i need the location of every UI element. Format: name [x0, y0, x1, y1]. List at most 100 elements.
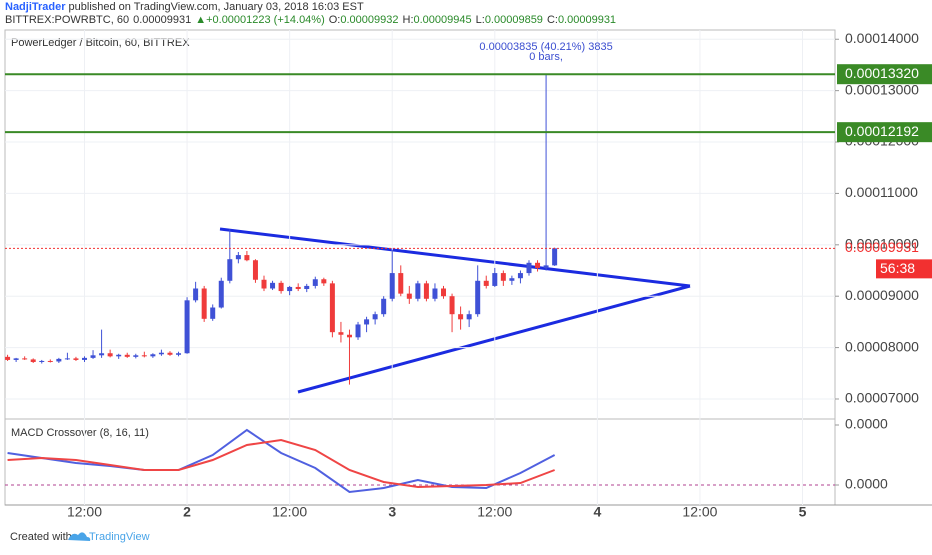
candle-body: [244, 255, 250, 261]
ohlc-value: 0.00009931: [558, 14, 616, 26]
ohlc-value: 0.00009932: [340, 14, 398, 26]
candle-body: [5, 356, 11, 360]
candle-body: [329, 283, 335, 333]
candle-body: [201, 288, 207, 319]
candle-body: [509, 278, 515, 281]
measure-label: 0 bars,: [529, 51, 563, 63]
candle-body: [150, 354, 156, 357]
candle-body: [526, 262, 532, 274]
ohlc-value: 0.00009859: [485, 14, 543, 26]
candle-body: [458, 314, 464, 320]
candle-body: [441, 288, 447, 297]
logo: [68, 532, 91, 541]
candle-body: [56, 358, 62, 362]
candle-body: [517, 273, 523, 279]
level-label: 0.00012192: [845, 123, 919, 139]
y-tick-label: 0.0000: [845, 476, 888, 492]
candle-body: [278, 282, 284, 292]
candle-body: [543, 265, 549, 268]
trendline: [219, 227, 691, 288]
candle-body: [270, 282, 276, 289]
header-line-2: BITTREX:POWRBTC, 60 0.00009931 ▲+0.0000122…: [5, 14, 616, 26]
candle-body: [116, 354, 122, 357]
candle-body: [73, 358, 79, 360]
level-label: 0.00013320: [845, 65, 919, 81]
candle-body: [184, 300, 190, 354]
candle-body: [235, 255, 241, 260]
candle-body: [167, 352, 173, 355]
candle-body: [90, 355, 96, 358]
candle-body: [210, 307, 216, 319]
y-tick-label: 0.00014000: [845, 30, 919, 46]
x-tick-label: 4: [593, 504, 601, 520]
ohlc-label: H:: [403, 14, 414, 26]
x-tick-label: 5: [799, 504, 807, 520]
candle-body: [227, 259, 233, 281]
candle-body: [81, 357, 87, 360]
candle-body: [483, 280, 489, 286]
candle-body: [492, 273, 498, 286]
level-label-box: [837, 122, 932, 143]
author: NadjiTrader: [5, 1, 66, 13]
candle-body: [475, 280, 481, 315]
candle-body: [535, 262, 541, 268]
x-tick-label: 3: [388, 504, 396, 520]
level-label-box: [837, 64, 932, 85]
candle-body: [381, 298, 387, 315]
candle-body: [500, 273, 506, 281]
candle-body: [295, 286, 301, 290]
x-tick-label: 2: [183, 504, 191, 520]
macd-line: [7, 428, 556, 494]
candle-body: [39, 360, 45, 362]
change: ▲+0.00001223 (+14.04%): [195, 14, 325, 26]
candle-body: [99, 353, 105, 356]
candle-body: [64, 358, 70, 360]
candle-body: [346, 334, 352, 338]
candle-body: [193, 288, 199, 301]
countdown-box: [876, 259, 932, 279]
ohlc-label: L:: [476, 14, 485, 26]
ohlc-value: 0.00009945: [414, 14, 472, 26]
y-tick-label: 0.00010000: [845, 236, 919, 252]
ohlc-label: C:: [547, 14, 558, 26]
candle-body: [466, 314, 472, 320]
candle-body: [218, 280, 224, 308]
candle-body: [321, 279, 327, 284]
candle-body: [423, 283, 429, 299]
footer-brand: TradingView: [89, 531, 150, 543]
x-tick-label: 12:00: [272, 504, 307, 520]
candle-body: [389, 273, 395, 299]
published: published on TradingView.com, January 03…: [69, 1, 364, 13]
candle-body: [355, 324, 361, 338]
candle-body: [287, 286, 293, 292]
candle-body: [406, 293, 412, 299]
candle-body: [158, 352, 164, 355]
candle-body: [22, 358, 28, 360]
candle-body: [432, 288, 438, 299]
y-tick-label: 0.00011000: [845, 184, 918, 200]
candle-body: [133, 355, 139, 357]
macd-line: [7, 438, 555, 489]
candle-body: [552, 248, 558, 266]
candle-body: [107, 353, 113, 357]
candle-body: [124, 354, 130, 357]
candle-body: [449, 296, 455, 315]
candle-body: [261, 279, 267, 289]
header-line-1: NadjiTrader published on TradingView.com,…: [5, 1, 364, 13]
trendline: [297, 284, 691, 394]
last-price-label: 0.00009931: [845, 239, 919, 255]
countdown: 56:38: [880, 260, 915, 276]
candle-body: [141, 355, 147, 357]
candle-body: [30, 359, 36, 362]
candle-body: [13, 358, 19, 360]
candle-body: [312, 279, 318, 286]
candle-body: [364, 319, 370, 325]
candle-body: [304, 285, 310, 290]
footer-created: Created with: [10, 531, 72, 543]
macd-title: MACD Crossover (8, 16, 11): [11, 427, 149, 439]
y-tick-label: 0.00013000: [845, 81, 919, 97]
candle-body: [47, 360, 53, 362]
y-tick-label: 0.00007000: [845, 390, 919, 406]
